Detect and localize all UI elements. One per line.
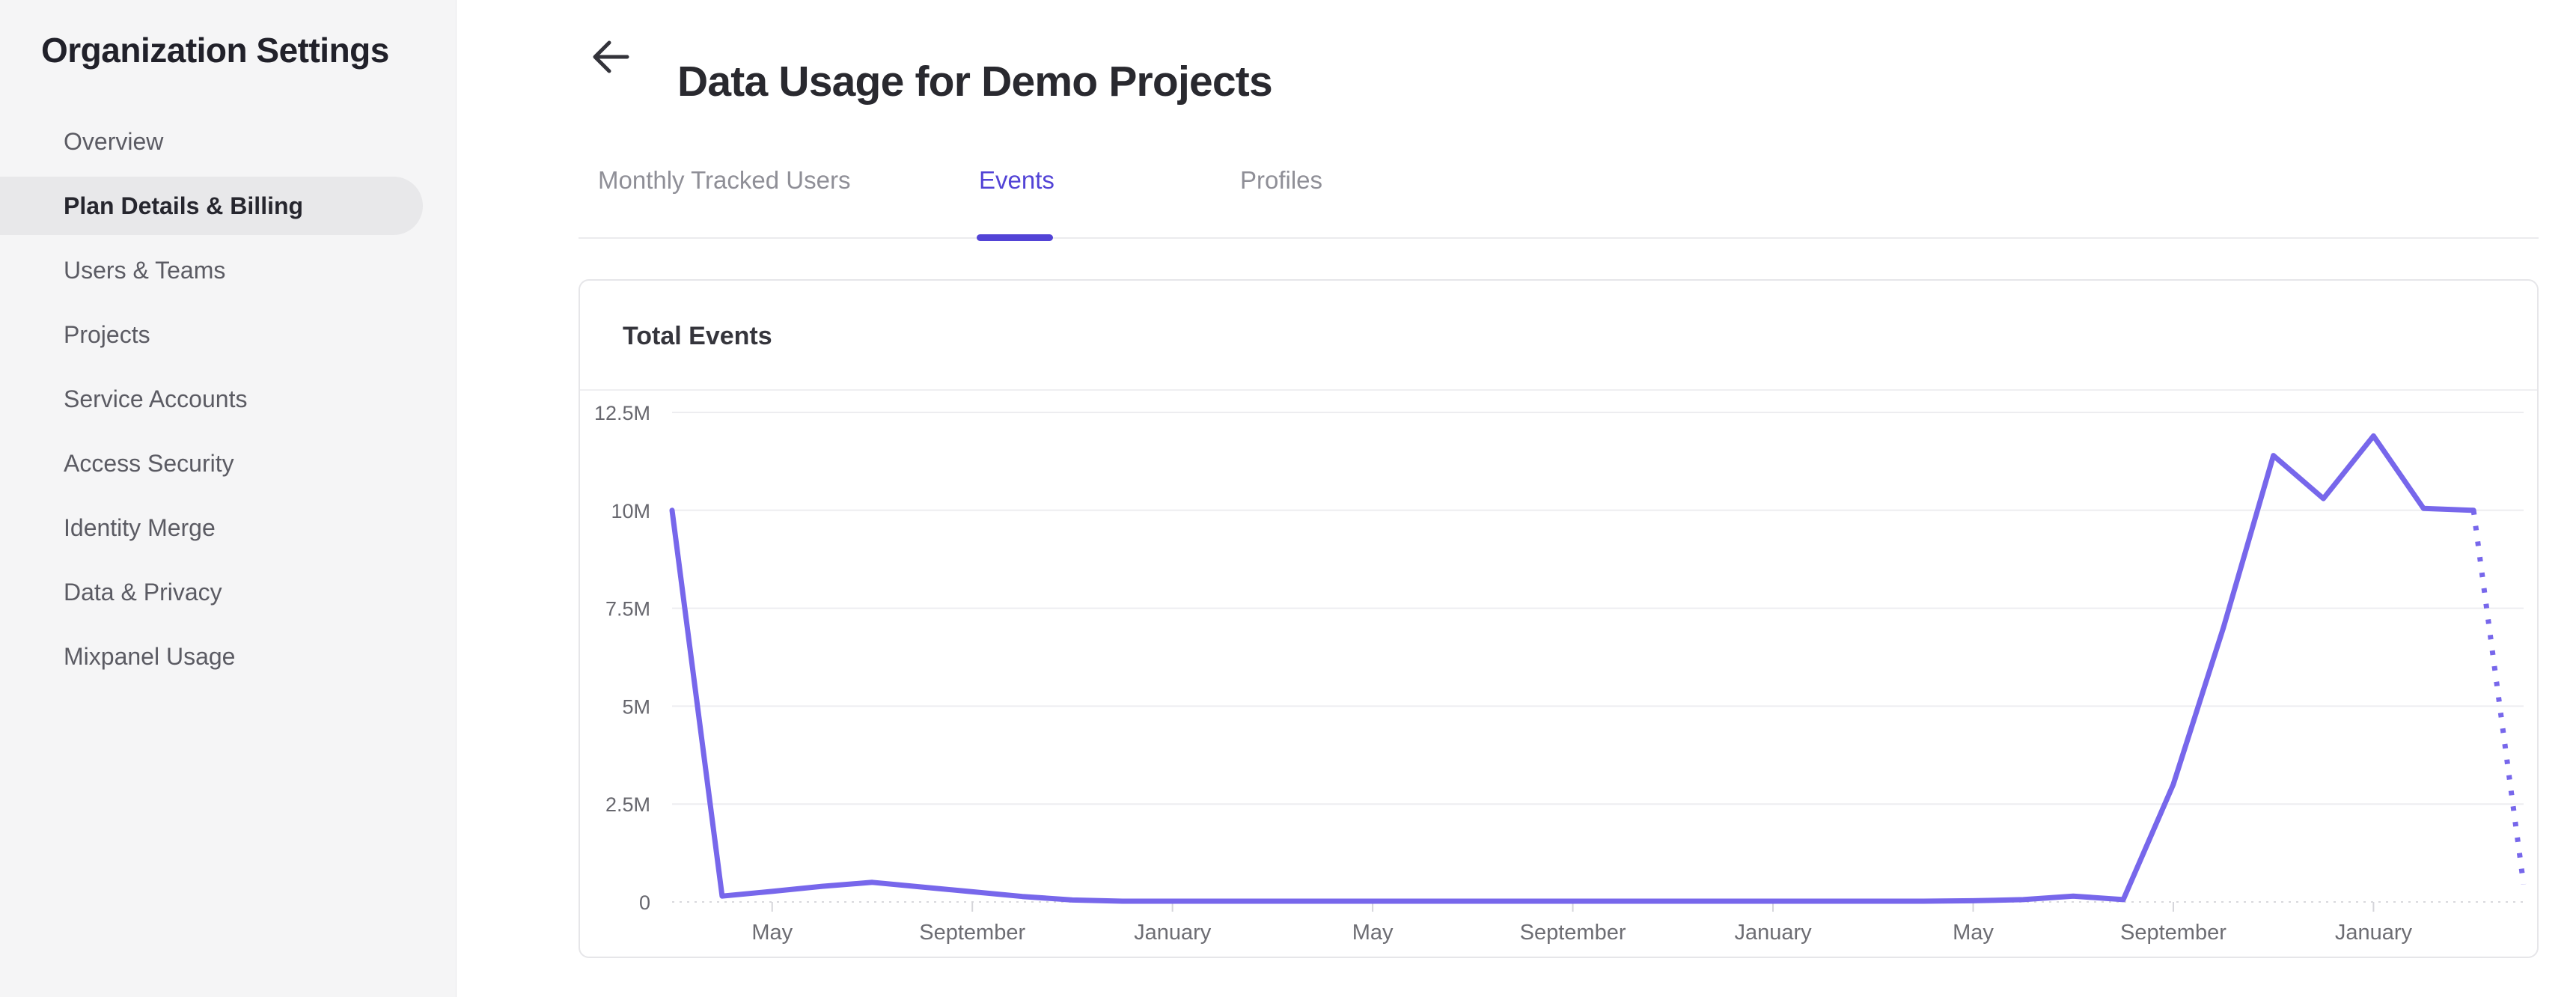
tab-events[interactable]: Events (979, 166, 1054, 194)
total-events-chart: 12.5M 10M 7.5M 5M 2.5M 0 May September January Ma… (580, 391, 2537, 957)
sidebar-item-users-teams[interactable]: Users & Teams (0, 241, 457, 299)
y-axis-label: 5M (622, 695, 650, 718)
sidebar-item-identity-merge[interactable]: Identity Merge (0, 498, 457, 557)
sidebar-item-label: Service Accounts (64, 385, 248, 412)
y-axis-label: 12.5M (594, 402, 650, 424)
x-axis-label: September (1520, 921, 1626, 945)
sidebar-item-label: Data & Privacy (64, 578, 222, 606)
x-axis-label: January (2335, 921, 2413, 945)
sidebar-item-label: Overview (64, 127, 164, 155)
sidebar-item-label: Mixpanel Usage (64, 642, 236, 670)
x-axis-label: January (1134, 921, 1212, 945)
x-axis-label: May (1352, 921, 1394, 945)
sidebar: Organization Settings Overview Plan Detai… (0, 0, 457, 997)
y-axis-label: 2.5M (605, 793, 650, 816)
active-tab-underline (977, 234, 1053, 241)
page-title: Data Usage for Demo Projects (677, 58, 1273, 106)
sidebar-item-access-security[interactable]: Access Security (0, 434, 457, 493)
y-axis-label: 7.5M (605, 598, 650, 621)
x-axis-label: May (1953, 921, 1994, 945)
x-axis-label: May (751, 921, 793, 945)
x-axis-label: September (919, 921, 1025, 945)
sidebar-item-label: Identity Merge (64, 513, 216, 541)
chart-title: Total Events (623, 322, 772, 350)
sidebar-title: Organization Settings (41, 31, 389, 70)
y-axis-label: 10M (611, 500, 650, 522)
sidebar-item-data-privacy[interactable]: Data & Privacy (0, 563, 457, 621)
x-axis-label: January (1734, 921, 1812, 945)
tab-monthly-tracked-users[interactable]: Monthly Tracked Users (598, 166, 851, 194)
sidebar-item-projects[interactable]: Projects (0, 305, 457, 364)
x-axis-label: September (2120, 921, 2226, 945)
y-axis-label: 0 (639, 891, 650, 914)
back-arrow-icon[interactable] (590, 36, 632, 78)
card-header-divider (580, 389, 2537, 391)
tab-profiles[interactable]: Profiles (1240, 166, 1323, 194)
tab-bar-divider (579, 237, 2539, 239)
sidebar-item-label: Plan Details & Billing (64, 192, 304, 219)
sidebar-item-service-accounts[interactable]: Service Accounts (0, 370, 457, 428)
sidebar-item-label: Projects (64, 320, 150, 348)
sidebar-item-label: Users & Teams (64, 256, 226, 284)
events-line (669, 433, 2476, 904)
sidebar-item-plan-details-billing[interactable]: Plan Details & Billing (0, 177, 423, 235)
projected-events-line (2470, 510, 2527, 885)
total-events-card: Total Events 12.5M 10M 7.5M 5M 2.5M 0 May Septe… (579, 279, 2539, 958)
sidebar-item-overview[interactable]: Overview (0, 112, 457, 171)
line-chart-svg: 12.5M 10M 7.5M 5M 2.5M 0 May September January Ma… (594, 402, 2527, 945)
sidebar-nav: Overview Plan Details & Billing Users & Te… (0, 112, 457, 692)
sidebar-item-mixpanel-usage[interactable]: Mixpanel Usage (0, 627, 457, 686)
sidebar-item-label: Access Security (64, 449, 234, 477)
